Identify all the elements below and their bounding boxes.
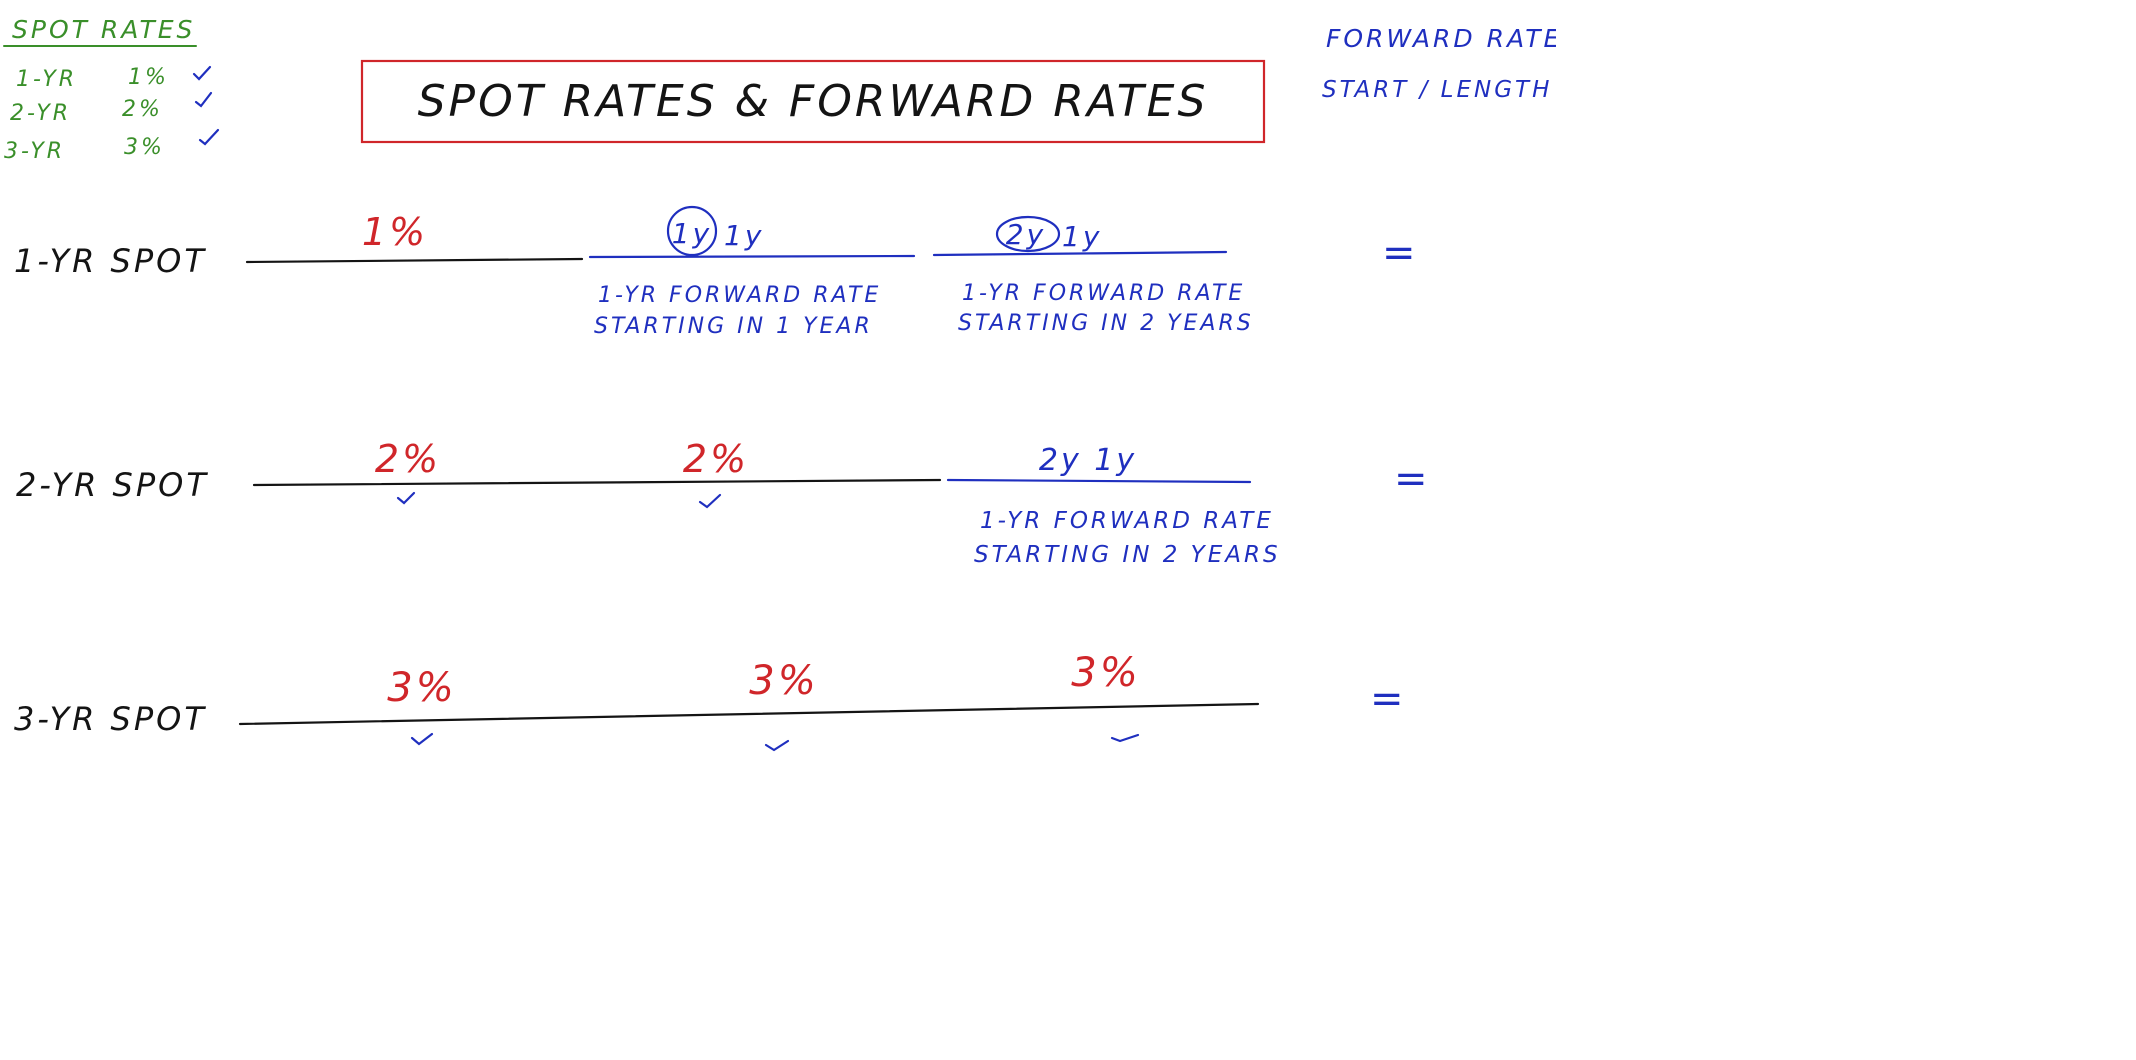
segment-description: 1-YR FORWARD RATE	[962, 281, 1245, 306]
segment-value: 3%	[387, 665, 456, 711]
forward-length-notation: 1y	[1062, 220, 1102, 253]
checkmark-icon	[396, 491, 416, 505]
checkmark-icon	[698, 493, 722, 509]
checkmark-icon	[410, 732, 434, 746]
checkmark-icon	[1110, 733, 1140, 743]
segment-value: 1%	[362, 210, 428, 254]
segment-line	[238, 702, 1260, 726]
row-3yr-spot: 3-YR SPOT 3% 3% 3% =	[14, 650, 1407, 752]
segment-line	[588, 254, 916, 259]
segment-value: 2%	[375, 437, 441, 481]
page-title: SPOT RATES & FORWARD RATES	[418, 76, 1209, 127]
legend-item-rate: 1%	[128, 65, 169, 90]
segment-line	[245, 257, 584, 264]
checkmark-icon	[194, 91, 213, 108]
segment-line	[252, 478, 942, 487]
title-border	[360, 59, 1266, 144]
checkmark-icon	[192, 65, 212, 81]
legend-item-rate: 2%	[122, 97, 163, 122]
equals-sign: =	[1394, 456, 1431, 502]
row-label: 2-YR SPOT	[16, 466, 209, 504]
forward-rate-note: FORWARD RATE START / LENGTH	[1322, 24, 1556, 103]
segment-value: 3%	[1071, 650, 1140, 696]
equals-sign: =	[1382, 230, 1419, 276]
note-line-2: START / LENGTH	[1322, 77, 1552, 103]
circle-mark	[666, 205, 718, 257]
equals-sign: =	[1370, 676, 1407, 722]
segment-value: 2%	[683, 437, 749, 481]
checkmark-icon	[198, 128, 220, 146]
legend-item-label: 3-YR	[4, 139, 65, 164]
forward-start-notation: 1y	[672, 217, 712, 250]
segment-value: 3%	[749, 658, 818, 704]
note-line-1: FORWARD RATE	[1326, 24, 1556, 53]
row-label: 1-YR SPOT	[14, 242, 207, 280]
legend-item-label: 1-YR	[16, 67, 77, 92]
title-box: SPOT RATES & FORWARD RATES	[360, 59, 1266, 144]
segment-description: 1-YR FORWARD RATE	[980, 508, 1274, 534]
segment-description: STARTING IN 2 YEARS	[958, 311, 1254, 336]
forward-notation: 2y 1y	[1039, 443, 1137, 478]
segment-description: 1-YR FORWARD RATE	[598, 283, 881, 308]
row-1yr-spot: 1-YR SPOT 1% 1y 1y 1-YR FORWARD RATE STA…	[14, 205, 1419, 339]
whiteboard: SPOT RATES 1-YR 1% 2-YR 2% 3-YR 3% SPOT …	[3, 15, 1556, 752]
legend-item-label: 2-YR	[10, 101, 71, 126]
spot-rates-legend: SPOT RATES 1-YR 1% 2-YR 2% 3-YR 3%	[3, 15, 220, 164]
segment-line	[932, 250, 1228, 257]
legend-item-rate: 3%	[124, 135, 165, 160]
forward-start-notation: 2y	[1006, 218, 1046, 251]
segment-description: STARTING IN 1 YEAR	[594, 314, 873, 339]
legend-heading: SPOT RATES	[12, 15, 195, 44]
segment-description: STARTING IN 2 YEARS	[974, 542, 1281, 568]
circle-mark	[995, 215, 1061, 253]
checkmark-icon	[764, 739, 790, 752]
row-2yr-spot: 2-YR SPOT 2% 2% 2y 1y 1-YR FORWARD RATE …	[16, 437, 1431, 568]
segment-line	[946, 478, 1252, 484]
row-label: 3-YR SPOT	[14, 700, 207, 738]
forward-length-notation: 1y	[724, 219, 764, 252]
